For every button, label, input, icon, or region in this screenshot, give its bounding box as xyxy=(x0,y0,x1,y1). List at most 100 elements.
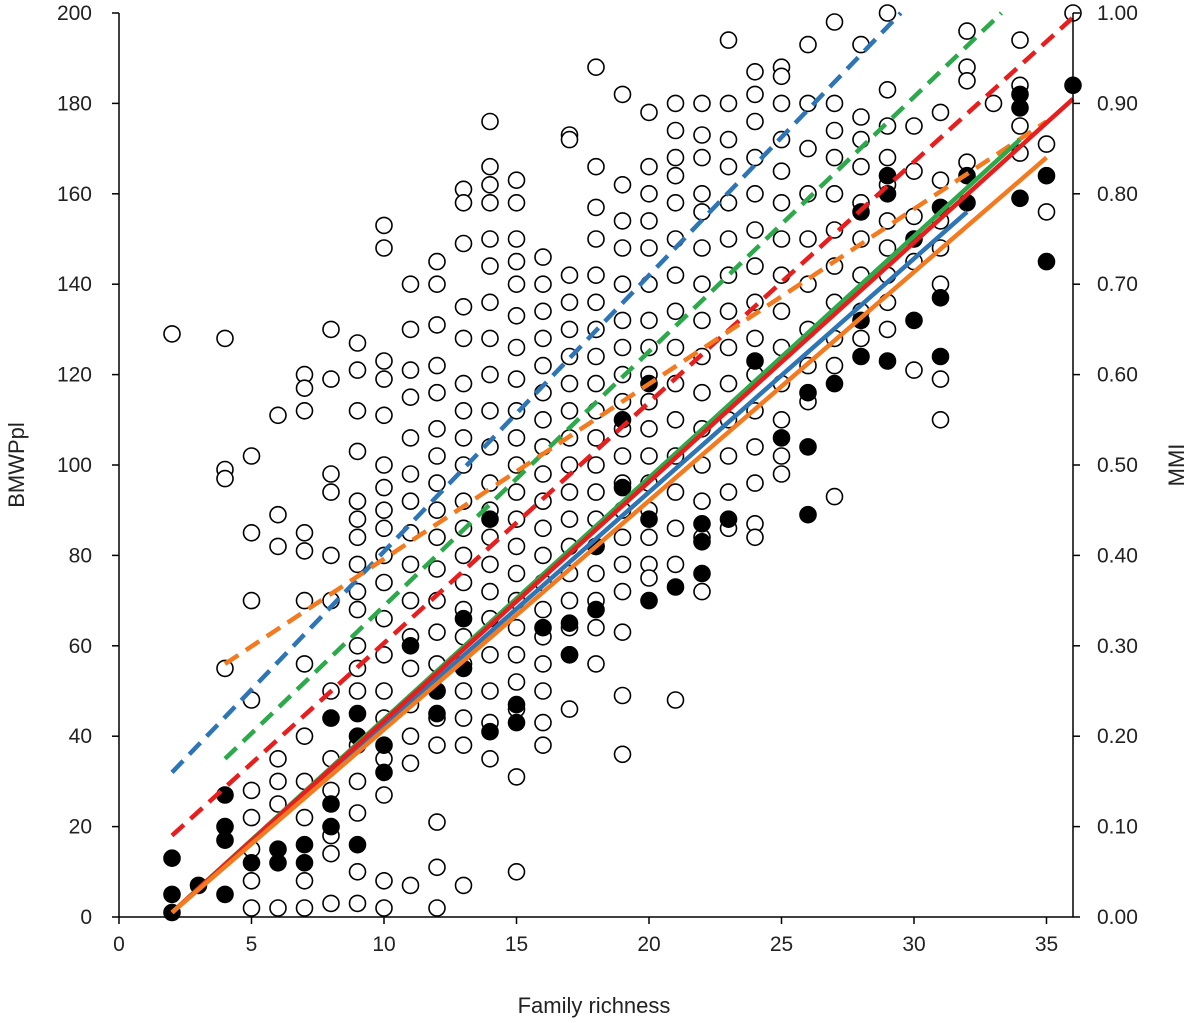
data-point-filled xyxy=(1037,166,1056,185)
y-tick-label: 100 xyxy=(57,454,92,477)
data-point-filled xyxy=(587,600,605,619)
data-point-open xyxy=(269,772,287,791)
data-point-open xyxy=(454,194,473,212)
data-point-open xyxy=(401,465,420,483)
data-point-filled xyxy=(640,591,658,610)
data-point-open xyxy=(216,469,234,488)
data-point-open xyxy=(428,316,446,334)
data-point-open xyxy=(481,176,499,194)
data-point-filled xyxy=(640,510,658,529)
data-point-filled xyxy=(825,374,844,393)
data-point-open xyxy=(454,876,473,895)
data-point-open xyxy=(507,564,526,583)
data-point-filled xyxy=(905,311,923,330)
data-point-open xyxy=(428,356,446,375)
data-point-open xyxy=(534,302,552,321)
data-point-open xyxy=(348,636,367,655)
data-point-open xyxy=(534,465,552,483)
data-point-open xyxy=(454,374,473,393)
data-point-filled xyxy=(719,510,738,529)
y-tick-label: 120 xyxy=(57,364,92,387)
data-point-open xyxy=(454,682,473,700)
data-point-open xyxy=(428,252,446,271)
data-point-open xyxy=(348,401,367,420)
data-point-open xyxy=(216,659,234,678)
data-point-open xyxy=(719,374,738,393)
data-point-open xyxy=(295,542,314,560)
data-point-open xyxy=(507,171,526,189)
data-point-open xyxy=(560,130,579,149)
data-point-open xyxy=(719,447,738,465)
data-point-open xyxy=(560,510,579,529)
data-point-open xyxy=(746,438,764,456)
data-point-open xyxy=(613,686,632,705)
data-point-open xyxy=(958,72,976,90)
chart-ticks: 0 5 10 15 20 25 30 35 0 20 40 60 80 100 120 140 160 180 20… xyxy=(57,2,1138,956)
data-point-open xyxy=(878,239,897,257)
data-point-open xyxy=(693,383,711,402)
data-point-open xyxy=(746,185,764,203)
data-point-open xyxy=(640,447,658,465)
data-point-open xyxy=(242,899,261,917)
data-point-open xyxy=(428,383,446,402)
data-point-open xyxy=(428,899,446,917)
data-point-open xyxy=(428,419,446,438)
data-point-open xyxy=(507,618,526,637)
data-point-open xyxy=(375,682,393,700)
data-point-open xyxy=(481,682,499,700)
data-point-open xyxy=(587,655,605,673)
data-point-open xyxy=(693,311,711,330)
data-point-open xyxy=(666,121,685,140)
data-point-open xyxy=(295,899,314,917)
data-point-open xyxy=(640,569,658,587)
data-point-open xyxy=(534,275,552,294)
data-point-filled xyxy=(693,514,711,533)
data-point-open xyxy=(984,94,1003,113)
y2-tick-label: 0.90 xyxy=(1097,92,1138,115)
data-point-open xyxy=(852,157,870,176)
data-point-open xyxy=(454,329,473,348)
data-point-open xyxy=(507,645,526,664)
data-point-open xyxy=(613,582,632,601)
data-point-open xyxy=(295,727,314,746)
data-point-open xyxy=(269,505,287,524)
x-tick-label: 0 xyxy=(113,933,125,956)
data-point-open xyxy=(375,370,393,388)
data-point-open xyxy=(375,645,393,664)
data-point-open xyxy=(534,356,552,375)
data-point-open xyxy=(799,139,817,158)
data-point-filled xyxy=(666,578,685,596)
data-point-open xyxy=(746,257,764,275)
data-point-filled xyxy=(348,835,367,854)
data-point-open xyxy=(693,239,711,257)
data-point-open xyxy=(613,338,632,357)
data-point-open xyxy=(401,361,420,379)
data-point-filled xyxy=(507,695,526,714)
data-point-open xyxy=(507,768,526,786)
data-point-filled xyxy=(348,704,367,723)
data-point-open xyxy=(375,456,393,474)
y-tick-label: 80 xyxy=(69,544,92,567)
data-point-filled xyxy=(560,645,579,664)
data-point-open xyxy=(242,781,261,800)
data-point-open xyxy=(481,112,499,131)
data-point-open xyxy=(719,483,738,501)
y2-tick-label: 0.10 xyxy=(1097,816,1138,839)
data-point-open xyxy=(931,410,950,429)
data-point-open xyxy=(640,103,658,122)
data-point-open xyxy=(269,537,287,556)
data-point-open xyxy=(878,320,897,339)
data-point-open xyxy=(825,148,844,167)
data-point-open xyxy=(534,736,552,755)
data-point-open xyxy=(428,501,446,520)
data-point-open xyxy=(348,492,367,511)
chart-marks xyxy=(163,4,1082,922)
data-point-open xyxy=(534,546,552,565)
y-tick-label: 160 xyxy=(57,183,92,206)
data-point-filled xyxy=(322,795,340,813)
data-point-open xyxy=(534,519,552,538)
data-point-open xyxy=(348,600,367,619)
x-tick-label: 30 xyxy=(902,933,925,956)
data-point-open xyxy=(401,876,420,895)
data-point-open xyxy=(428,623,446,642)
